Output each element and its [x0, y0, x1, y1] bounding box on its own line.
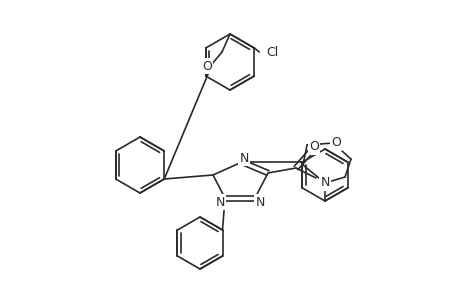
Text: N: N	[319, 176, 329, 190]
Text: N: N	[239, 152, 248, 164]
Text: N: N	[215, 196, 224, 208]
Text: O: O	[202, 59, 212, 73]
Text: Cl: Cl	[266, 46, 278, 59]
Text: N: N	[255, 196, 264, 208]
Text: O: O	[330, 136, 340, 149]
Text: O: O	[308, 140, 318, 154]
